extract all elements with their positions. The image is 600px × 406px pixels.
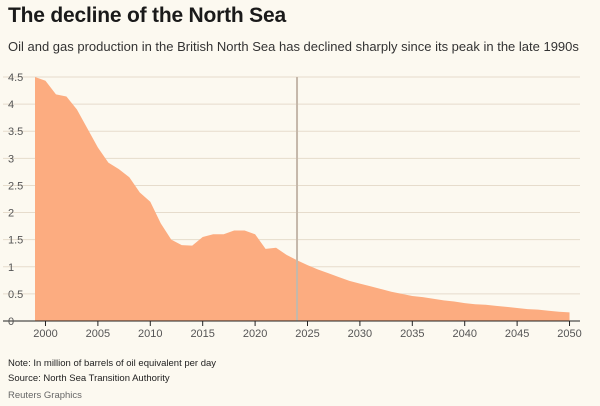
x-axis-tick-labels: 2000 2005 2010 2015 2020 2025 2030 2035 2040 2045… (33, 328, 582, 340)
x-tick-label: 2045 (505, 328, 529, 340)
x-tick-label: 2050 (557, 328, 581, 340)
chart-subtitle: Oil and gas production in the British No… (8, 39, 579, 54)
y-tick-label: 0.5 (8, 289, 23, 301)
chart-note: Note: In million of barrels of oil equiv… (8, 358, 217, 369)
x-tick-label: 2020 (243, 328, 267, 340)
chart-credit: Reuters Graphics (8, 390, 82, 401)
x-tick-label: 2015 (190, 328, 214, 340)
y-tick-label: 0 (8, 316, 14, 328)
y-tick-label: 4.5 (8, 72, 23, 84)
y-tick-label: 4 (8, 99, 14, 111)
y-tick-label: 1 (8, 262, 14, 274)
y-tick-label: 3 (8, 153, 14, 165)
x-axis (3, 320, 580, 326)
x-tick-label: 2025 (295, 328, 319, 340)
y-tick-label: 3.5 (8, 126, 23, 138)
y-tick-label: 2 (8, 208, 14, 220)
y-tick-label: 2.5 (8, 180, 23, 192)
y-axis-tick-labels: 0 0.5 1 1.5 2 2.5 3 3.5 4 4.5 (8, 72, 23, 328)
y-tick-label: 1.5 (8, 235, 23, 247)
production-area-series (35, 77, 570, 321)
chart-source: Source: North Sea Transition Authority (8, 373, 170, 384)
chart-title: The decline of the North Sea (8, 4, 286, 27)
x-tick-label: 2040 (452, 328, 476, 340)
x-tick-label: 2000 (33, 328, 57, 340)
x-tick-label: 2010 (138, 328, 162, 340)
x-tick-label: 2005 (86, 328, 110, 340)
x-tick-label: 2035 (400, 328, 424, 340)
x-tick-label: 2030 (348, 328, 372, 340)
production-area (35, 77, 570, 321)
area-chart: 0 0.5 1 1.5 2 2.5 3 3.5 4 4.5 2000 2005 2010 2015 202… (3, 72, 582, 340)
